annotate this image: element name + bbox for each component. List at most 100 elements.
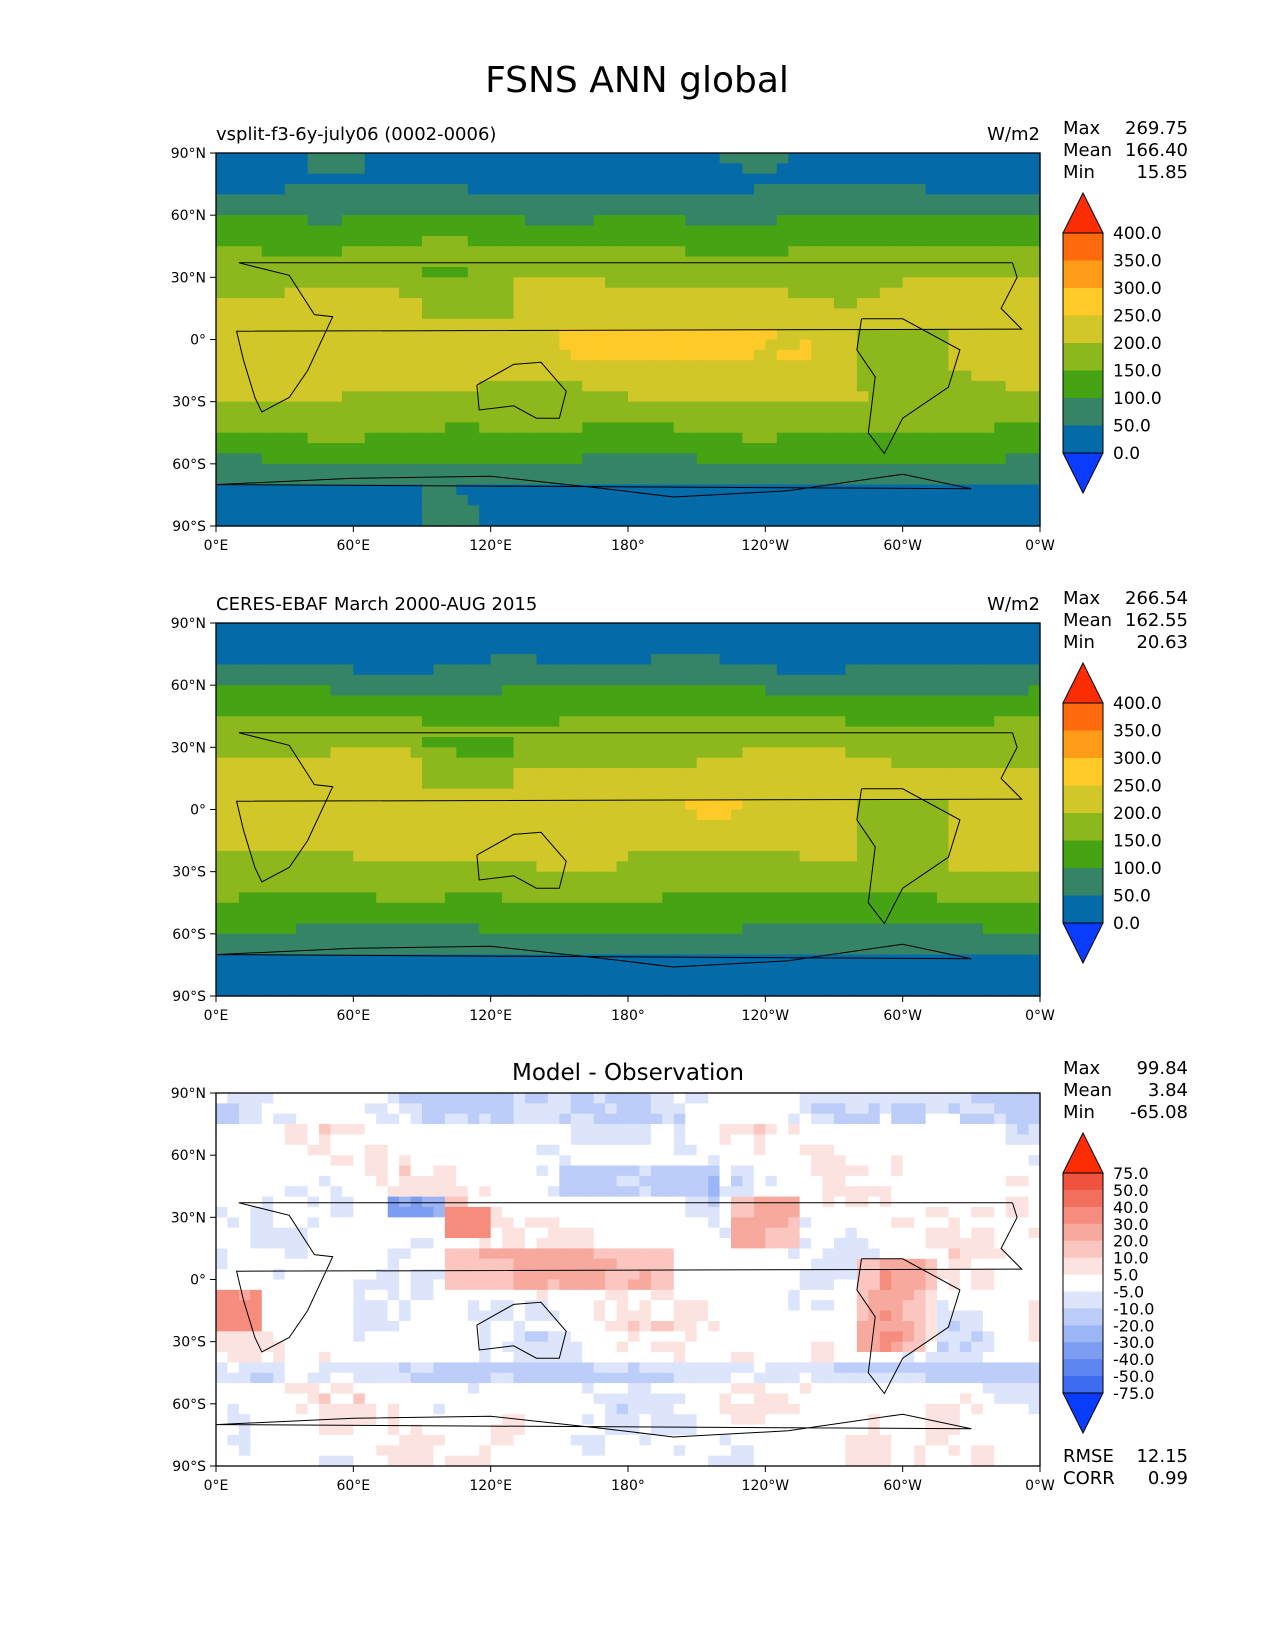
map-cell (341, 685, 354, 697)
map-cell (856, 685, 869, 697)
map-cell (616, 716, 629, 728)
map-cell (868, 443, 881, 455)
map-cell (353, 705, 366, 717)
map-cell (696, 215, 709, 227)
map-cell (765, 256, 778, 268)
map-cell (845, 204, 858, 216)
map-cell (708, 716, 721, 728)
map-cell (238, 674, 251, 686)
map-cell (376, 623, 389, 634)
map-cell (536, 494, 549, 506)
map-cell (582, 902, 595, 914)
map-cell (513, 643, 526, 655)
map-cell (914, 184, 927, 196)
map-cell (536, 235, 549, 247)
map-cell (547, 695, 560, 707)
map-cell (765, 463, 778, 475)
map-cell (364, 768, 377, 780)
map-cell (593, 882, 606, 893)
map-cell (479, 819, 492, 831)
map-cell (536, 515, 549, 527)
map-cell (1028, 944, 1041, 956)
map-cell (811, 422, 824, 434)
map-cell (799, 861, 812, 873)
map-cell (959, 474, 972, 486)
map-cell (570, 287, 583, 299)
map-cell (250, 674, 263, 686)
map-cell (467, 716, 480, 728)
map-cell (662, 819, 675, 831)
map-cell (891, 736, 904, 748)
map-cell (376, 861, 389, 873)
map-cell (914, 674, 927, 686)
map-cell (616, 246, 629, 258)
map-cell (891, 360, 904, 372)
map-cell (250, 871, 263, 883)
map-cell (284, 850, 297, 862)
map-cell (490, 954, 503, 966)
map-cell (822, 809, 835, 821)
map-cell (799, 153, 812, 164)
map-cell (742, 225, 755, 237)
map-cell (708, 515, 721, 527)
map-cell (273, 401, 286, 413)
map-cell (467, 830, 480, 842)
map-cell (685, 674, 698, 686)
map-cell (891, 401, 904, 413)
map-cell (593, 370, 606, 382)
map-cell (330, 391, 343, 403)
map-cell (650, 674, 663, 686)
map-cell (364, 422, 377, 434)
map-cell (971, 246, 984, 258)
map-cell (307, 173, 320, 185)
map-cell (845, 318, 858, 330)
map-cell (834, 716, 847, 728)
map-cell (582, 173, 595, 185)
map-cell (547, 474, 560, 486)
map-cell (353, 882, 366, 893)
map-cell (708, 163, 721, 175)
map-cell (662, 747, 675, 759)
map-cell (696, 892, 709, 904)
map-cell (479, 474, 492, 486)
map-cell (364, 370, 377, 382)
map-cell (559, 757, 572, 769)
map-cell (868, 194, 881, 206)
map-cell (547, 215, 560, 227)
map-cell (353, 266, 366, 278)
map-cell (513, 809, 526, 821)
map-cell (708, 412, 721, 423)
map-cell (570, 349, 583, 361)
map-cell (227, 623, 240, 634)
map-cell (387, 412, 400, 423)
map-cell (593, 184, 606, 196)
map-cell (341, 633, 354, 645)
map-cell (273, 412, 286, 423)
map-cell (845, 902, 858, 914)
colorbar-label: 100.0 (1113, 389, 1162, 409)
map-cell (444, 505, 457, 517)
map-cell (639, 840, 652, 852)
map-cell (525, 736, 538, 748)
map-cell (547, 380, 560, 392)
map-cell (673, 308, 686, 320)
map-cell (822, 277, 835, 289)
map-cell (673, 318, 686, 330)
map-cell (628, 494, 641, 506)
map-cell (742, 453, 755, 465)
map-cell (216, 505, 229, 517)
map-cell (605, 674, 618, 686)
map-cell (742, 505, 755, 517)
map-cell (376, 819, 389, 831)
map-cell (570, 266, 583, 278)
map-cell (433, 380, 446, 392)
map-cell (685, 716, 698, 728)
map-cell (364, 788, 377, 800)
map-cell (364, 391, 377, 403)
map-cell (536, 643, 549, 655)
map-cell (273, 484, 286, 496)
map-cell (662, 809, 675, 821)
map-cell (902, 329, 915, 341)
map-cell (284, 809, 297, 821)
map-cell (937, 318, 950, 330)
